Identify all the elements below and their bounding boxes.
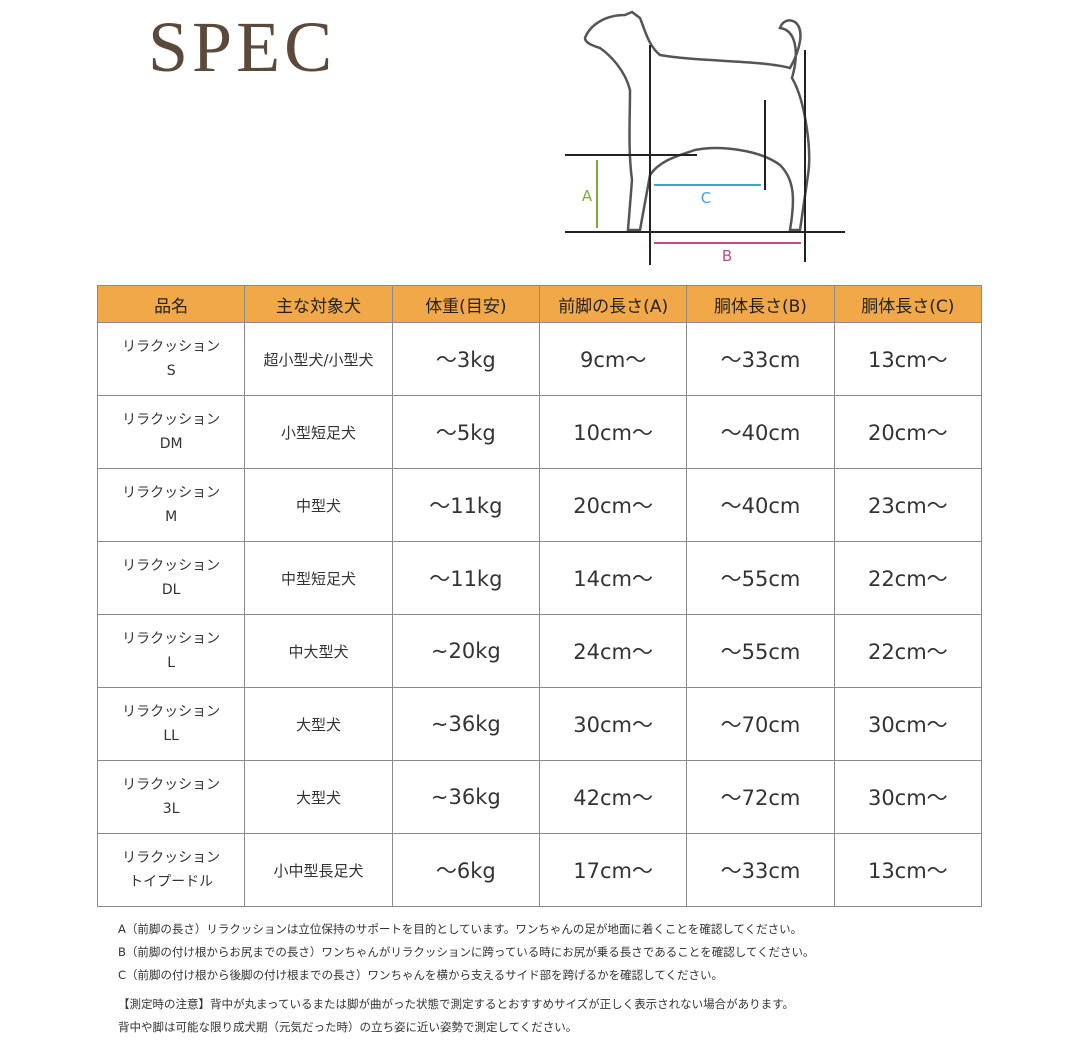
note: 【測定時の注意】背中が丸まっているまたは脚が曲がった状態で測定するとおすすめサイ… (118, 997, 794, 1011)
note: B（前脚の付け根からお尻までの長さ）ワンちゃんがリラクッションに跨っている時にお… (118, 945, 815, 959)
spec-value: 〜33cm (686, 833, 835, 907)
table-row: リラクッション LL 大型犬 ~36kg 30cm〜 〜70cm 30cm〜 (96, 687, 983, 761)
target-dog: 小中型長足犬 (244, 833, 393, 907)
product-series: リラクッション (122, 485, 221, 501)
spec-value: ~36kg (391, 760, 540, 834)
product-size: DM (159, 436, 183, 452)
target-dog: 中型短足犬 (244, 541, 393, 615)
spec-value: 〜70cm (686, 687, 835, 761)
column-header: 胴体長さ(B) (686, 285, 835, 323)
dog-diagram: A B C (565, 10, 845, 265)
target-dog: 超小型犬/小型犬 (244, 322, 393, 396)
spec-value: 24cm〜 (538, 614, 688, 688)
column-header: 前脚の長さ(A) (538, 285, 688, 323)
table-row: リラクッション DL 中型短足犬 〜11kg 14cm〜 〜55cm 22cm〜 (96, 541, 983, 615)
label-c: C (701, 189, 711, 207)
spec-value: 13cm〜 (833, 833, 983, 907)
product-series: リラクッション (122, 339, 221, 355)
spec-value: ~36kg (391, 687, 540, 761)
spec-value: 22cm〜 (833, 614, 983, 688)
column-header: 胴体長さ(C) (833, 285, 983, 323)
product-series: リラクッション (122, 704, 221, 720)
spec-value: 〜55cm (686, 614, 835, 688)
spec-value: 14cm〜 (538, 541, 688, 615)
spec-value: 20cm〜 (833, 395, 983, 469)
product-name: リラクッション トイプードル (96, 833, 246, 907)
note: C（前脚の付け根から後脚の付け根までの長さ）ワンちゃんを横から支えるサイド部を跨… (118, 968, 723, 982)
measure-lines (565, 45, 845, 265)
table-row: リラクッション L 中大型犬 ~20kg 24cm〜 〜55cm 22cm〜 (96, 614, 983, 688)
column-header: 体重(目安) (391, 285, 540, 323)
product-series: リラクッション (122, 412, 221, 428)
product-name: リラクッション M (96, 468, 246, 542)
product-series: リラクッション (122, 558, 221, 574)
spec-value: 〜3kg (391, 322, 540, 396)
spec-value: 20cm〜 (538, 468, 688, 542)
spec-value: 13cm〜 (833, 322, 983, 396)
spec-value: 10cm〜 (538, 395, 688, 469)
product-name: リラクッション DL (96, 541, 246, 615)
target-dog: 大型犬 (244, 760, 393, 834)
spec-table: 品名 主な対象犬 体重(目安) 前脚の長さ(A) 胴体長さ(B) 胴体長さ(C) リラクッシ… (96, 285, 983, 907)
spec-value: 9cm〜 (538, 322, 688, 396)
dog-outline (583, 10, 811, 232)
table-row: リラクッション トイプードル 小中型長足犬 〜6kg 17cm〜 〜33cm 13cm〜 (96, 833, 983, 907)
table-row: リラクッション S 超小型犬/小型犬 〜3kg 9cm〜 〜33cm 13cm〜 (96, 322, 983, 396)
notes: A（前脚の長さ）リラクッションは立位保持のサポートを目的としています。ワンちゃん… (118, 918, 815, 1039)
target-dog: 小型短足犬 (244, 395, 393, 469)
product-name: リラクッション DM (96, 395, 246, 469)
target-dog: 中大型犬 (244, 614, 393, 688)
spec-value: 〜72cm (686, 760, 835, 834)
target-dog: 中型犬 (244, 468, 393, 542)
table-row: リラクッション 3L 大型犬 ~36kg 42cm〜 〜72cm 30cm〜 (96, 760, 983, 834)
spec-value: 23cm〜 (833, 468, 983, 542)
product-name: リラクッション LL (96, 687, 246, 761)
product-size: トイプードル (129, 874, 214, 890)
product-size: DL (161, 582, 181, 598)
column-header: 品名 (96, 285, 246, 323)
product-name: リラクッション L (96, 614, 246, 688)
spec-value: 42cm〜 (538, 760, 688, 834)
spec-value: 〜11kg (391, 541, 540, 615)
column-header: 主な対象犬 (244, 285, 393, 323)
spec-value: 〜40cm (686, 395, 835, 469)
header-row: 品名 主な対象犬 体重(目安) 前脚の長さ(A) 胴体長さ(B) 胴体長さ(C) (96, 285, 983, 323)
target-dog: 大型犬 (244, 687, 393, 761)
label-b: B (722, 247, 732, 265)
spec-value: 〜33cm (686, 322, 835, 396)
spec-value: 22cm〜 (833, 541, 983, 615)
spec-value: 30cm〜 (833, 687, 983, 761)
note: 背中や脚は可能な限り成犬期（元気だった時）の立ち姿に近い姿勢で測定してください。 (118, 1020, 578, 1034)
product-size: M (165, 509, 178, 525)
spec-value: 〜6kg (391, 833, 540, 907)
spec-value: 〜40cm (686, 468, 835, 542)
product-series: リラクッション (122, 631, 221, 647)
product-size: 3L (162, 801, 180, 817)
note: A（前脚の長さ）リラクッションは立位保持のサポートを目的としています。ワンちゃん… (118, 922, 803, 936)
product-name: リラクッション S (96, 322, 246, 396)
product-series: リラクッション (122, 850, 221, 866)
spec-value: 30cm〜 (833, 760, 983, 834)
spec-value: 〜5kg (391, 395, 540, 469)
label-a: A (582, 187, 593, 205)
spec-value: 17cm〜 (538, 833, 688, 907)
title: SPEC (148, 7, 337, 87)
product-size: S (166, 363, 176, 379)
table-row: リラクッション DM 小型短足犬 〜5kg 10cm〜 〜40cm 20cm〜 (96, 395, 983, 469)
product-series: リラクッション (122, 777, 221, 793)
spec-value: 〜55cm (686, 541, 835, 615)
spec-value: 〜11kg (391, 468, 540, 542)
product-name: リラクッション 3L (96, 760, 246, 834)
spec-value: 30cm〜 (538, 687, 688, 761)
product-size: LL (163, 728, 179, 744)
product-size: L (167, 655, 176, 671)
table-row: リラクッション M 中型犬 〜11kg 20cm〜 〜40cm 23cm〜 (96, 468, 983, 542)
spec-value: ~20kg (391, 614, 540, 688)
